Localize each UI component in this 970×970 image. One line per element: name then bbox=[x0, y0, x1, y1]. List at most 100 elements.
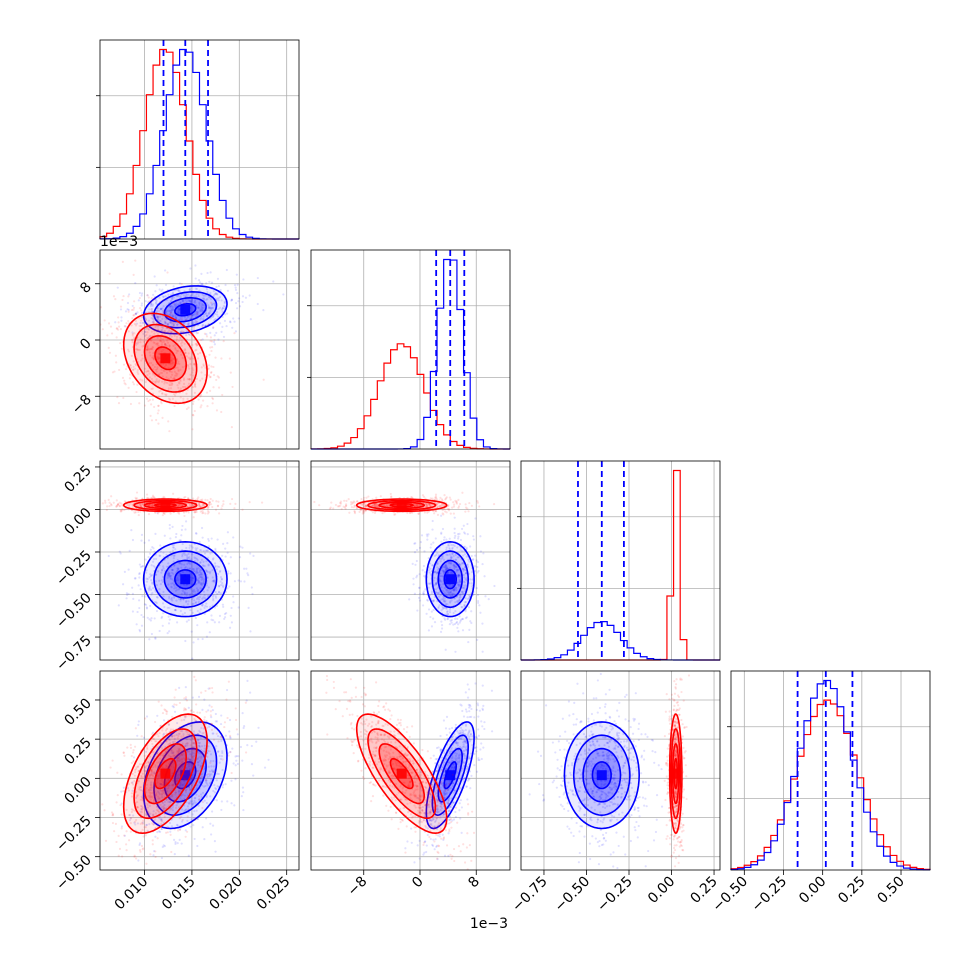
scatter-point bbox=[138, 307, 142, 310]
scatter-point bbox=[101, 328, 104, 331]
scatter-point bbox=[152, 504, 155, 507]
scatter-point bbox=[115, 499, 118, 502]
scatter-point bbox=[124, 508, 127, 511]
scatter-point bbox=[143, 541, 146, 544]
scatter-point bbox=[221, 554, 224, 557]
scatter-point bbox=[135, 347, 138, 351]
scatter-point bbox=[213, 302, 216, 305]
scatter-point bbox=[178, 503, 181, 506]
scatter-point bbox=[424, 588, 427, 591]
scatter-point bbox=[206, 549, 209, 552]
scatter-point bbox=[213, 579, 216, 582]
scatter-point bbox=[173, 303, 176, 306]
scatter-point bbox=[173, 554, 176, 557]
scatter-point bbox=[158, 300, 162, 304]
scatter-point bbox=[176, 511, 179, 514]
scatter-point bbox=[211, 558, 215, 561]
scatter-point bbox=[229, 320, 232, 323]
scatter-point bbox=[162, 567, 165, 570]
scatter-point bbox=[191, 299, 194, 302]
scatter-point bbox=[207, 545, 211, 548]
scatter-point bbox=[194, 382, 197, 385]
scatter-point bbox=[194, 616, 197, 620]
scatter-point bbox=[164, 394, 168, 397]
scatter-point bbox=[204, 373, 207, 377]
scatter-point bbox=[209, 306, 212, 309]
scatter-point bbox=[177, 369, 180, 373]
scatter-point bbox=[181, 365, 184, 369]
scatter-point bbox=[353, 509, 356, 513]
scatter-point bbox=[238, 305, 242, 308]
scatter-point bbox=[196, 313, 199, 316]
scatter-point bbox=[107, 346, 110, 349]
scatter-point bbox=[187, 511, 190, 514]
scatter-point bbox=[172, 596, 176, 599]
scatter-point bbox=[187, 600, 190, 603]
scatter-point bbox=[236, 762, 240, 766]
scatter-point bbox=[177, 289, 180, 292]
scatter-point bbox=[178, 572, 182, 575]
scatter-point bbox=[198, 573, 201, 576]
scatter-point bbox=[147, 319, 151, 322]
scatter-point bbox=[92, 500, 94, 502]
scatter-point bbox=[107, 498, 110, 502]
scatter-point bbox=[157, 357, 160, 360]
scatter-point bbox=[103, 499, 107, 502]
scatter-point bbox=[192, 314, 195, 317]
scatter-point bbox=[417, 512, 420, 515]
scatter-point bbox=[211, 568, 214, 572]
scatter-point bbox=[178, 562, 181, 565]
scatter-point bbox=[204, 498, 207, 501]
scatter-point bbox=[222, 335, 226, 339]
scatter-point bbox=[131, 339, 134, 342]
scatter-point bbox=[185, 594, 188, 597]
scatter-point bbox=[150, 347, 153, 351]
scatter-point bbox=[151, 581, 154, 584]
scatter-point bbox=[211, 505, 214, 509]
scatter-point bbox=[222, 304, 225, 308]
scatter-point bbox=[141, 357, 144, 360]
scatter-point bbox=[142, 565, 145, 568]
scatter-point bbox=[186, 364, 190, 367]
scatter-point bbox=[199, 351, 202, 355]
scatter-point bbox=[461, 629, 465, 632]
scatter-point bbox=[154, 532, 157, 536]
scatter-point bbox=[173, 303, 176, 307]
scatter-point bbox=[358, 510, 361, 513]
scatter-point bbox=[151, 496, 154, 499]
scatter-point bbox=[428, 571, 431, 574]
scatter-point bbox=[471, 585, 474, 588]
scatter-point bbox=[198, 289, 201, 292]
scatter-point bbox=[170, 598, 173, 601]
scatter-point bbox=[120, 790, 123, 793]
scatter-point bbox=[147, 301, 150, 304]
scatter-point bbox=[167, 573, 170, 576]
scatter-point bbox=[148, 334, 151, 337]
scatter-point bbox=[459, 593, 462, 596]
scatter-point bbox=[479, 535, 482, 538]
scatter-point bbox=[212, 597, 215, 600]
scatter-point bbox=[177, 311, 180, 315]
scatter-point bbox=[361, 509, 364, 512]
scatter-point bbox=[440, 532, 443, 535]
scatter-point bbox=[160, 329, 164, 332]
scatter-point bbox=[143, 404, 147, 407]
scatter-point bbox=[130, 528, 133, 532]
scatter-point bbox=[154, 381, 157, 384]
scatter-point bbox=[170, 314, 173, 317]
scatter-point bbox=[187, 324, 190, 327]
scatter-point bbox=[451, 552, 454, 556]
scatter-point bbox=[217, 307, 220, 311]
scatter-point bbox=[189, 825, 192, 828]
scatter-point bbox=[218, 306, 222, 309]
scatter-point bbox=[353, 504, 356, 507]
scatter-point bbox=[130, 324, 133, 327]
scatter-point bbox=[420, 534, 424, 537]
scatter-point bbox=[226, 312, 229, 315]
scatter-point bbox=[133, 300, 136, 303]
scatter-point bbox=[214, 590, 217, 594]
scatter-point bbox=[190, 597, 194, 601]
scatter-point bbox=[200, 573, 203, 576]
scatter-point bbox=[163, 370, 166, 373]
scatter-point bbox=[119, 308, 123, 311]
